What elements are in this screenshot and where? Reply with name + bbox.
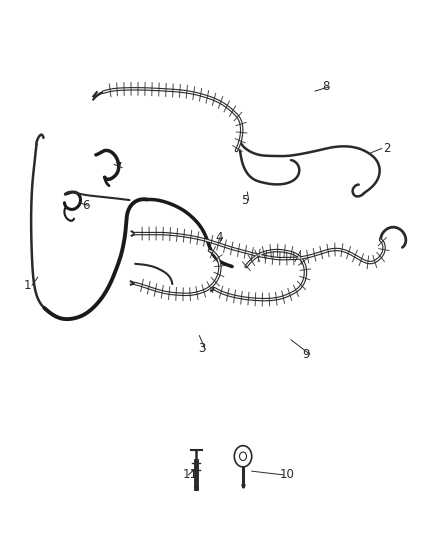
Text: 11: 11 xyxy=(183,469,198,481)
Text: 9: 9 xyxy=(303,348,310,361)
Text: 3: 3 xyxy=(198,342,205,356)
Text: 1: 1 xyxy=(24,279,32,292)
Text: 4: 4 xyxy=(215,231,223,244)
Text: 7: 7 xyxy=(115,161,122,174)
Text: 8: 8 xyxy=(322,80,330,93)
Text: 6: 6 xyxy=(82,199,90,212)
Text: 2: 2 xyxy=(383,142,391,155)
Text: 5: 5 xyxy=(241,193,249,207)
Text: 10: 10 xyxy=(279,469,294,481)
